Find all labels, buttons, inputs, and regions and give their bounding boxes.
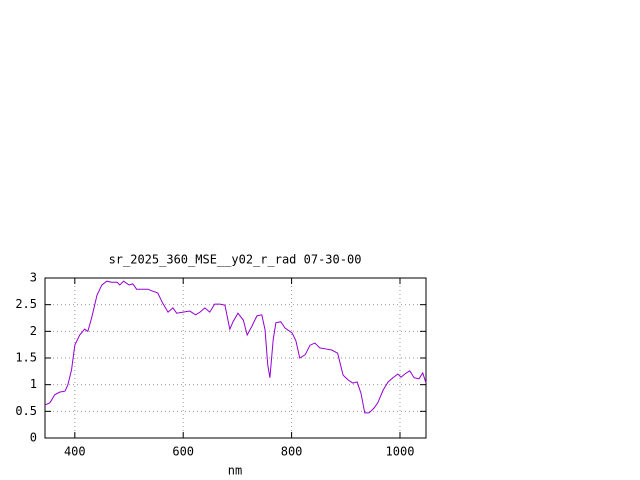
- x-tick-label: 1000: [386, 445, 415, 459]
- plot-border: [44, 277, 427, 439]
- chart-title: sr_2025_360_MSE__y02_r_rad 07-30-00: [109, 253, 362, 267]
- x-tick-label: 400: [64, 445, 86, 459]
- x-tick-label: 600: [172, 445, 194, 459]
- y-tick-label: 2: [30, 324, 37, 338]
- y-tick-label: 1: [30, 377, 37, 391]
- y-tick-label: 0.5: [15, 404, 37, 418]
- y-tick-label: 0: [30, 431, 37, 445]
- y-tick-label: 2.5: [15, 297, 37, 311]
- y-tick-label: 1.5: [15, 351, 37, 365]
- x-axis-label: nm: [228, 464, 242, 478]
- y-tick-label: 3: [30, 271, 37, 285]
- data-line: [44, 280, 427, 414]
- x-tick-label: 800: [281, 445, 303, 459]
